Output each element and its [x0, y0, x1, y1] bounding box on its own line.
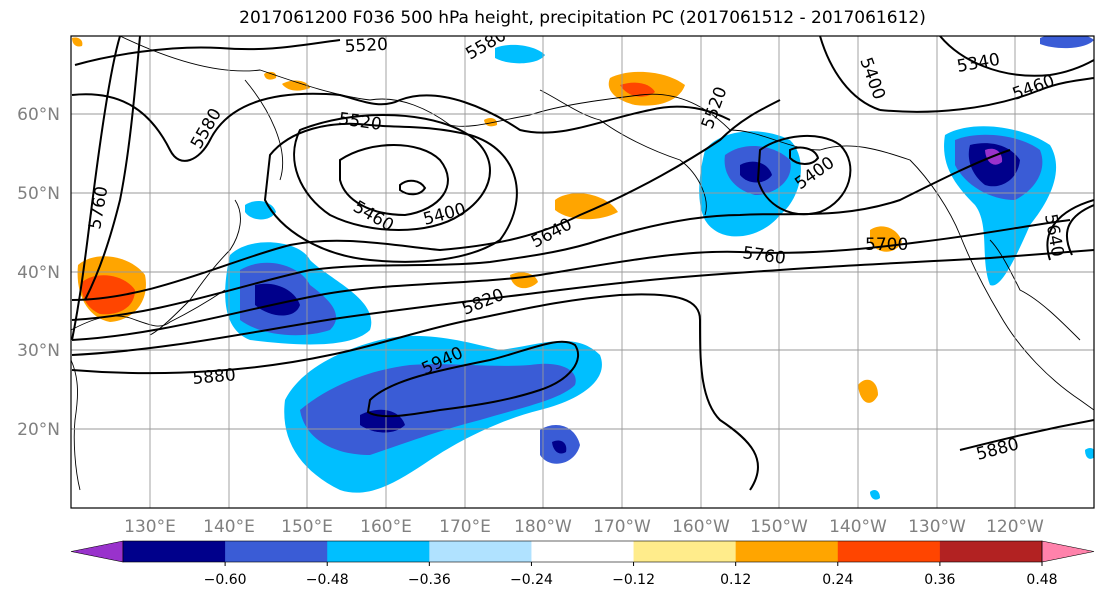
colorbar-extend-low — [70, 540, 124, 563]
colorbar-label: 0.24 — [822, 572, 853, 588]
colorbar-swatch — [939, 541, 1043, 562]
lon-tick-label: 140°E — [203, 517, 255, 537]
colorbar-outline — [122, 540, 1043, 563]
lat-tick-label: 50°N — [17, 184, 60, 204]
contour-label: 5880 — [192, 365, 237, 389]
lon-tick-label: 160°W — [672, 517, 730, 537]
longitude-labels: 130°E 140°E 150°E 160°E 170°E 180°W 170°… — [124, 517, 1044, 537]
lon-tick-label: 150°W — [750, 517, 808, 537]
figure-title: 2017061200 F036 500 hPa height, precipit… — [239, 8, 926, 28]
colorbar-swatch — [225, 541, 328, 562]
colorbar-label: −0.12 — [612, 572, 655, 588]
lon-tick-label: 120°W — [986, 517, 1044, 537]
colorbar-label: 0.36 — [924, 572, 955, 588]
colorbar-label: 0.48 — [1026, 572, 1057, 588]
colorbar-swatch — [633, 541, 737, 562]
colorbar-extend-high — [1041, 540, 1095, 563]
lon-tick-label: 170°W — [593, 517, 651, 537]
colorbar-label: −0.60 — [204, 572, 247, 588]
colorbar-label: −0.48 — [306, 572, 349, 588]
contour-label: 5520 — [344, 35, 388, 57]
positive-precip-areas — [72, 37, 902, 403]
lon-tick-label: 130°E — [124, 517, 176, 537]
latitude-labels: 60°N 50°N 40°N 30°N 20°N — [17, 105, 60, 440]
map-border — [70, 35, 1095, 509]
lat-tick-label: 20°N — [17, 420, 60, 440]
contour-label: 5700 — [865, 235, 908, 255]
lon-tick-label: 170°E — [439, 517, 491, 537]
height-contours — [71, 36, 1094, 491]
colorbar-swatch — [327, 541, 430, 562]
colorbar-swatch — [429, 541, 532, 562]
lon-tick-label: 140°W — [829, 517, 887, 537]
lon-tick-label: 150°E — [281, 517, 333, 537]
colorbar-label: −0.36 — [408, 572, 451, 588]
colorbar-swatch — [531, 541, 635, 562]
gridlines — [71, 36, 1094, 508]
lon-tick-label: 130°W — [908, 517, 966, 537]
colorbar-swatch — [123, 541, 226, 562]
colorbar-label: −0.24 — [510, 572, 553, 588]
colorbar-swatch — [735, 541, 839, 562]
lat-tick-label: 60°N — [17, 105, 60, 125]
colorbar-label: 0.12 — [720, 572, 751, 588]
lon-tick-label: 160°E — [360, 517, 412, 537]
colorbar-swatch — [837, 541, 941, 562]
lat-tick-label: 40°N — [17, 263, 60, 283]
lat-tick-label: 30°N — [17, 341, 60, 361]
colorbar: −0.60 −0.48 −0.36 −0.24 −0.12 0.12 0.24 0.36 0.4… — [70, 540, 1095, 588]
lon-tick-label: 180°W — [514, 517, 572, 537]
